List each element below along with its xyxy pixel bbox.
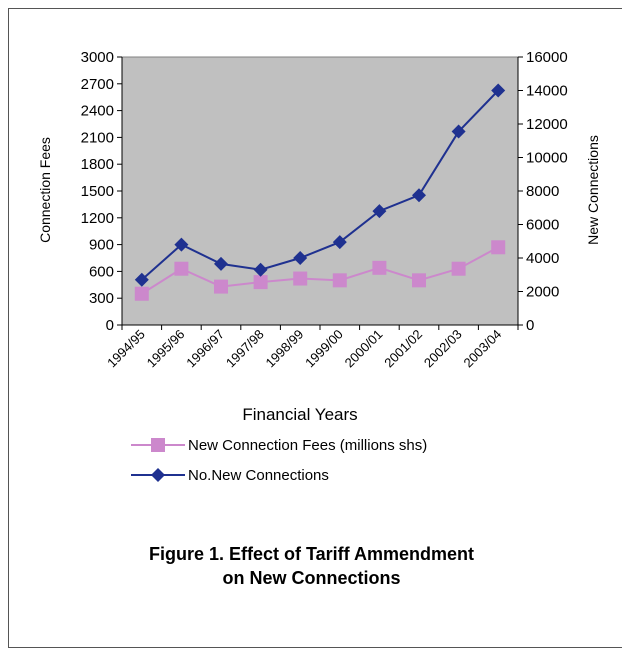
fees-marker [332, 273, 347, 288]
left-y-axis-title: Connection Fees [37, 137, 53, 243]
series-line-2 [141, 89, 499, 281]
plot-area [121, 56, 519, 326]
left-y-tick-label: 3000 [81, 49, 114, 66]
x-tick-label: 2001/02 [381, 327, 425, 371]
left-y-tick-label: 2700 [81, 76, 114, 93]
legend-label: New Connection Fees (millions shs) [188, 437, 427, 454]
x-tick-label: 1999/00 [302, 327, 346, 371]
legend: New Connection Fees (millions shs) No.New… [131, 437, 427, 484]
figure-caption-line1: Figure 1. Effect of Tariff Ammendment [148, 544, 475, 564]
x-tick-label: 1998/99 [262, 327, 306, 371]
right-y-tick-label: 14000 [526, 83, 568, 100]
series-layer [134, 83, 506, 301]
connections-marker [174, 237, 189, 252]
left-y-tick-label: 300 [89, 290, 114, 307]
fees-marker [451, 261, 466, 276]
figure-caption-line2: on New Connections [222, 568, 401, 588]
fees-marker [174, 261, 189, 276]
legend-diamond-marker [151, 468, 165, 482]
connections-marker [372, 204, 387, 219]
fees-marker [491, 240, 506, 255]
fees-marker [412, 273, 426, 288]
fees-marker [293, 271, 308, 286]
series-line-1 [141, 246, 499, 295]
left-y-tick-label: 0 [106, 317, 114, 334]
connections-marker [412, 188, 426, 203]
x-tick-label: 2003/04 [460, 327, 504, 371]
connections-marker [451, 124, 466, 139]
connections-marker [293, 251, 308, 265]
connections-marker [134, 272, 149, 287]
right-y-tick-label: 4000 [526, 250, 559, 267]
left-y-tick-label: 2400 [81, 103, 114, 120]
left-y-tick-label: 900 [89, 237, 114, 254]
x-tick-label: 1996/97 [183, 327, 227, 371]
right-y-tick-label: 0 [526, 317, 534, 334]
legend-square-marker [151, 438, 165, 452]
left-y-tick-label: 1500 [81, 183, 114, 200]
right-y-tick-label: 2000 [526, 284, 559, 301]
right-y-tick-label: 8000 [526, 183, 559, 200]
x-axis: 1994/951995/961996/971997/981998/991999/… [104, 324, 519, 371]
connections-marker [491, 83, 506, 98]
legend-label: No.New Connections [188, 467, 329, 484]
right-y-tick-label: 12000 [526, 116, 568, 133]
right-y-axis: 0 2000 4000 6000 8000 10000 12000 14000 16000 [517, 49, 568, 334]
left-y-tick-label: 2100 [81, 129, 114, 146]
x-tick-label: 2002/03 [421, 327, 465, 371]
dual-axis-line-chart: 0 300 600 900 1200 1500 1800 2100 2400 2700 3000 0… [37, 49, 601, 484]
right-y-tick-label: 10000 [526, 150, 568, 167]
left-y-tick-label: 1800 [81, 156, 114, 173]
fees-marker [253, 275, 268, 290]
left-y-axis: 0 300 600 900 1200 1500 1800 2100 2400 2700 3000 [81, 49, 123, 334]
fees-marker [214, 279, 228, 294]
x-axis-title: Financial Years [242, 405, 357, 424]
left-y-tick-label: 1200 [81, 210, 114, 227]
left-y-tick-label: 600 [89, 263, 114, 280]
fees-marker [134, 286, 149, 301]
connections-marker [253, 262, 268, 277]
connections-marker [332, 235, 347, 250]
right-y-tick-label: 16000 [526, 49, 568, 66]
x-tick-label: 2000/01 [342, 327, 386, 371]
connections-marker [214, 256, 228, 271]
x-tick-label: 1995/96 [144, 327, 188, 371]
right-y-axis-title: New Connections [585, 135, 601, 245]
fees-marker [372, 260, 387, 275]
right-y-tick-label: 6000 [526, 217, 559, 234]
x-tick-label: 1997/98 [223, 327, 267, 371]
